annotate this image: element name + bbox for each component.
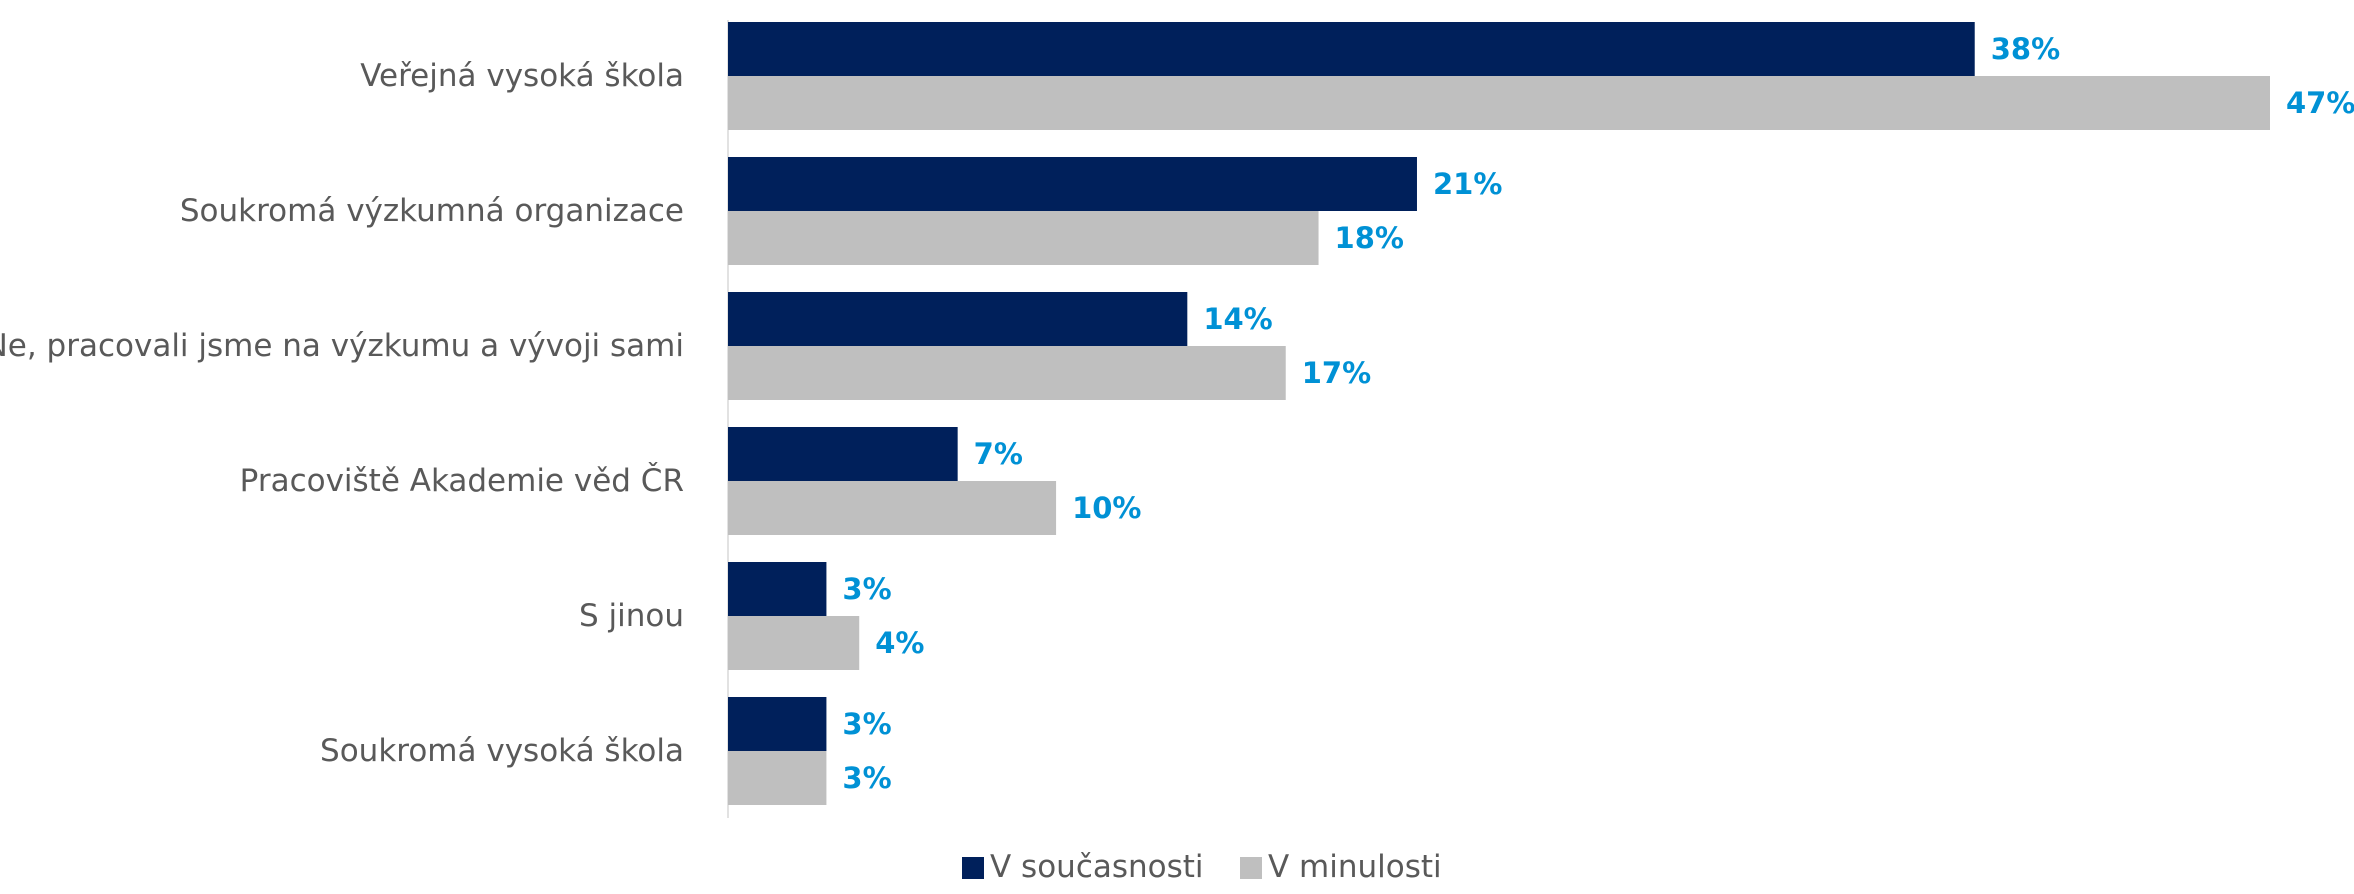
bar-past (728, 76, 2270, 130)
data-label: 14% (1203, 302, 1272, 336)
bar-past (728, 616, 860, 670)
bar-past (728, 481, 1057, 535)
data-label: 38% (1991, 32, 2060, 66)
category-label: Soukromá vysoká škola (320, 733, 684, 769)
category-label: Soukromá výzkumná organizace (180, 193, 684, 229)
category-label: S jinou (579, 598, 684, 634)
bar-past (728, 211, 1319, 265)
category-label: Pracoviště Akademie věd ČR (240, 462, 684, 499)
data-label: 10% (1072, 491, 1141, 525)
data-label: 7% (974, 437, 1023, 471)
legend-label-current: V současnosti (990, 849, 1204, 885)
data-label: 3% (842, 707, 891, 741)
bar-current (728, 427, 958, 481)
data-label: 4% (875, 626, 924, 660)
data-label: 3% (842, 761, 891, 795)
bar-current (728, 292, 1188, 346)
legend-label-past: V minulosti (1268, 849, 1442, 885)
legend-swatch-current (962, 857, 984, 879)
bar-past (728, 346, 1286, 400)
bar-current (728, 22, 1975, 76)
data-label: 18% (1335, 221, 1404, 255)
bar-current (728, 562, 827, 616)
legend-swatch-past (1240, 857, 1262, 879)
category-label: Ne, pracovali jsme na výzkumu a vývoji s… (0, 328, 684, 364)
bar-past (728, 751, 827, 805)
bar-current (728, 697, 827, 751)
data-label: 3% (842, 572, 891, 606)
bar-current (728, 157, 1417, 211)
category-label: Veřejná vysoká škola (360, 58, 684, 94)
data-label: 21% (1433, 167, 1502, 201)
data-label: 47% (2286, 86, 2354, 120)
data-label: 17% (1302, 356, 1371, 390)
